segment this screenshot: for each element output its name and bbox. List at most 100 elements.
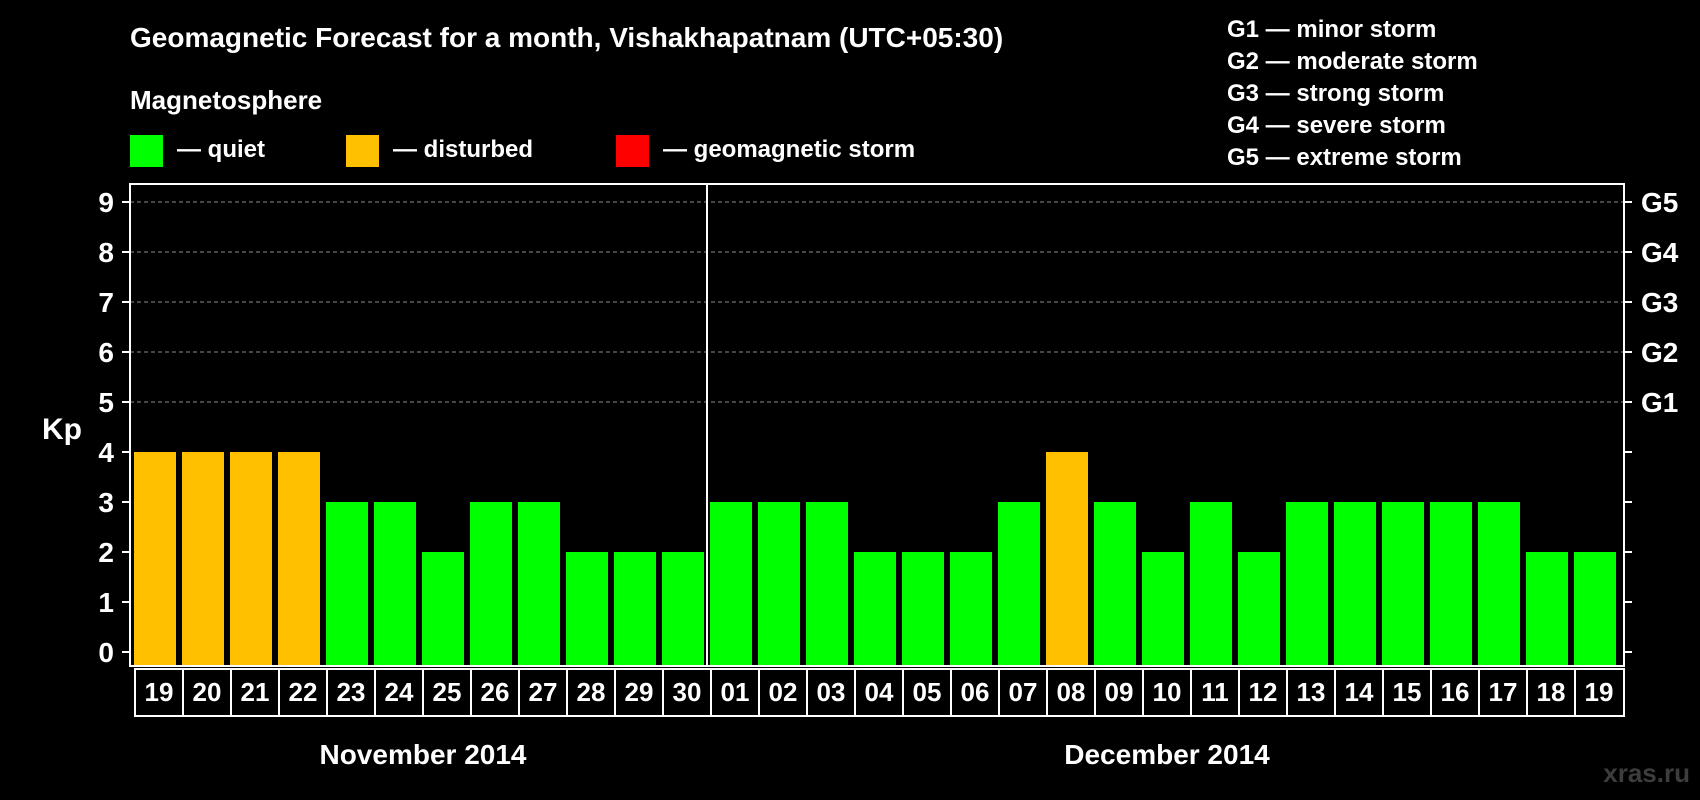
bar-27	[1430, 502, 1472, 666]
storm-scale-g5: G5 — extreme storm	[1227, 144, 1462, 171]
x-tick-label: 24	[385, 677, 414, 707]
legend-quiet-label: — quiet	[177, 136, 265, 163]
y-tick-label: 8	[98, 237, 114, 268]
y-tick-label: 2	[98, 537, 114, 568]
bar-22	[1190, 502, 1232, 666]
storm-tick-G2: G2	[1641, 337, 1678, 368]
x-tick-label: 25	[433, 677, 462, 707]
x-tick-label: 06	[961, 677, 990, 707]
bar-20	[1094, 502, 1136, 666]
storm-scale-g1: G1 — minor storm	[1227, 16, 1436, 43]
bar-4	[326, 502, 368, 666]
x-tick-label: 22	[289, 677, 318, 707]
bar-5	[374, 502, 416, 666]
legend-disturbed-swatch	[346, 135, 379, 167]
bar-15	[854, 552, 896, 666]
storm-scale-g3: G3 — strong storm	[1227, 80, 1444, 107]
bar-23	[1238, 552, 1280, 666]
bar-14	[806, 502, 848, 666]
bar-13	[758, 502, 800, 666]
x-tick-label: 28	[577, 677, 606, 707]
month-labels: November 2014 December 2014	[319, 739, 1270, 770]
status-legend: — quiet — disturbed — geomagnetic storm	[130, 135, 915, 167]
bar-28	[1478, 502, 1520, 666]
x-tick-label: 12	[1249, 677, 1278, 707]
x-tick-label: 17	[1489, 677, 1518, 707]
x-tick-label: 15	[1393, 677, 1422, 707]
bar-8	[518, 502, 560, 666]
chart-title: Geomagnetic Forecast for a month, Vishak…	[130, 22, 1003, 53]
plot-frame	[129, 183, 1625, 667]
y-axis-ticks: 0 1 2 3 4 5 6 7 8 9	[98, 187, 1632, 668]
bar-9	[566, 552, 608, 666]
x-tick-label: 23	[337, 677, 366, 707]
storm-scale-legend: G1 — minor storm G2 — moderate storm G3 …	[1227, 16, 1478, 171]
storm-scale-g2: G2 — moderate storm	[1227, 48, 1478, 75]
x-tick-label: 30	[673, 677, 702, 707]
y-tick-label: 1	[98, 587, 114, 618]
x-tick-label: 20	[193, 677, 222, 707]
y-tick-label: 4	[98, 437, 114, 468]
storm-tick-G4: G4	[1641, 237, 1679, 268]
x-tick-label: 04	[865, 677, 894, 707]
bar-3	[278, 452, 320, 666]
chart-subtitle: Magnetosphere	[130, 85, 322, 115]
x-tick-label: 11	[1201, 677, 1229, 707]
legend-disturbed-label: — disturbed	[393, 136, 533, 163]
x-tick-label: 27	[529, 677, 558, 707]
x-tick-label: 10	[1153, 677, 1182, 707]
month-label-0: November 2014	[319, 739, 526, 770]
x-axis-labels: 19 20 21 22 23 24 25 26 27 28 29 30 01 02 03 04 05 06 07 08…	[134, 668, 1625, 717]
storm-tick-G5: G5	[1641, 187, 1678, 218]
x-tick-label: 05	[913, 677, 942, 707]
bar-25	[1334, 502, 1376, 666]
bar-21	[1142, 552, 1184, 666]
x-tick-label: 21	[241, 677, 270, 707]
bar-24	[1286, 502, 1328, 666]
legend-storm-swatch	[616, 135, 649, 167]
bar-30	[1574, 552, 1616, 666]
x-tick-label: 01	[721, 677, 750, 707]
x-tick-label: 13	[1297, 677, 1326, 707]
bar-29	[1526, 552, 1568, 666]
x-tick-label: 03	[817, 677, 846, 707]
bar-10	[614, 552, 656, 666]
bar-2	[230, 452, 272, 666]
bar-17	[950, 552, 992, 666]
x-tick-label: 14	[1345, 677, 1374, 707]
x-tick-label: 02	[769, 677, 798, 707]
y-tick-label: 9	[98, 187, 114, 218]
x-tick-label: 16	[1441, 677, 1470, 707]
storm-tick-G3: G3	[1641, 287, 1678, 318]
x-tick-label: 19	[145, 677, 174, 707]
y-axis-label: Kp	[42, 413, 82, 446]
bar-12	[710, 502, 752, 666]
storm-scale-g4: G4 — severe storm	[1227, 112, 1446, 139]
bar-19	[1046, 452, 1088, 666]
legend-storm-label: — geomagnetic storm	[663, 136, 915, 163]
x-tick-label: 29	[625, 677, 654, 707]
legend-quiet-swatch	[130, 135, 163, 167]
storm-tick-G1: G1	[1641, 387, 1678, 418]
watermark: xras.ru	[1603, 758, 1690, 788]
x-labels-border	[134, 668, 1625, 717]
storm-axis-ticks: G1 G2 G3 G4 G5	[1641, 187, 1679, 418]
gridlines	[130, 201, 1624, 403]
y-tick-label: 5	[98, 387, 114, 418]
x-tick-label: 08	[1057, 677, 1086, 707]
x-tick-label: 18	[1537, 677, 1566, 707]
x-tick-label: 07	[1009, 677, 1038, 707]
bar-6	[422, 552, 464, 666]
month-label-1: December 2014	[1064, 739, 1270, 770]
y-tick-label: 7	[98, 287, 114, 318]
bar-18	[998, 502, 1040, 666]
x-tick-label: 19	[1585, 677, 1614, 707]
bar-1	[182, 452, 224, 666]
bar-16	[902, 552, 944, 666]
bar-0	[134, 452, 176, 666]
y-tick-label: 0	[98, 637, 114, 668]
x-tick-label: 09	[1105, 677, 1134, 707]
y-tick-label: 3	[98, 487, 114, 518]
x-tick-label: 26	[481, 677, 510, 707]
